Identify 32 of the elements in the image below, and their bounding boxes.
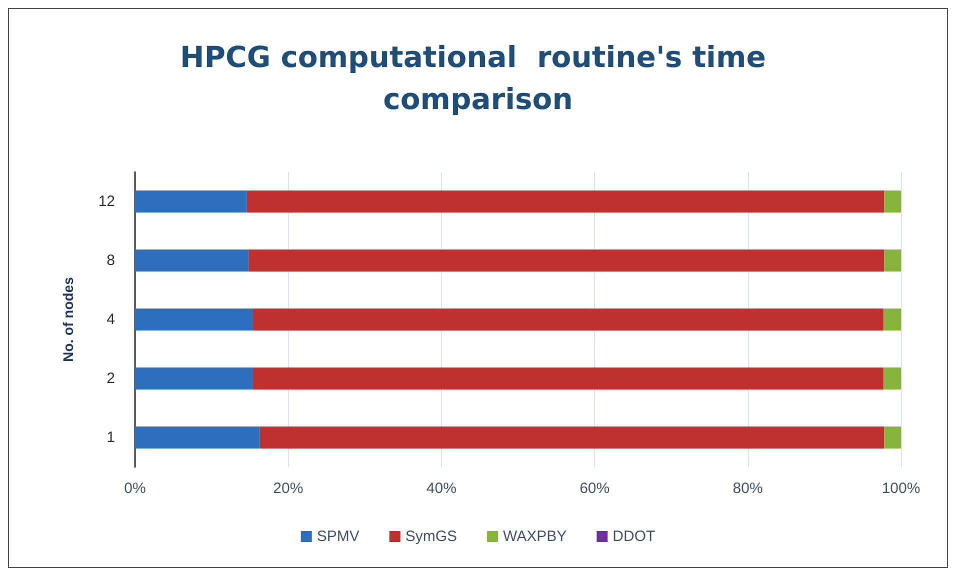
y-axis-title: No. of nodes [60,276,76,362]
legend-label: SymGS [405,528,458,545]
bar [884,426,901,448]
x-tick-label: 60% [580,480,610,497]
bar [883,368,901,390]
bar [260,426,884,448]
y-tick-label: 4 [106,311,115,328]
y-tick-label: 2 [106,370,115,387]
bar [135,250,248,272]
bar [246,190,884,212]
bar [135,190,247,212]
bar [135,426,260,448]
bar [248,250,884,272]
bar [883,308,901,330]
bar [135,308,253,330]
x-tick-label: 20% [273,480,304,497]
legend-label: SPMV [316,528,360,545]
legend-label: WAXPBY [503,528,567,545]
x-tick-label: 0% [124,480,146,497]
chart-title: HPCG computational routine's time comparison [180,40,776,116]
bar [884,250,901,272]
y-tick-label: 1 [106,429,115,446]
bar [252,308,884,330]
bar [135,368,253,390]
y-tick-label: 8 [106,252,115,269]
legend-label: DDOT [612,528,656,545]
x-tick-label: 40% [426,480,456,497]
bar [884,190,901,212]
y-tick-label: 12 [98,193,115,210]
x-tick-label: 100% [882,480,920,497]
x-tick-label: 80% [732,480,763,497]
bar [252,368,884,390]
